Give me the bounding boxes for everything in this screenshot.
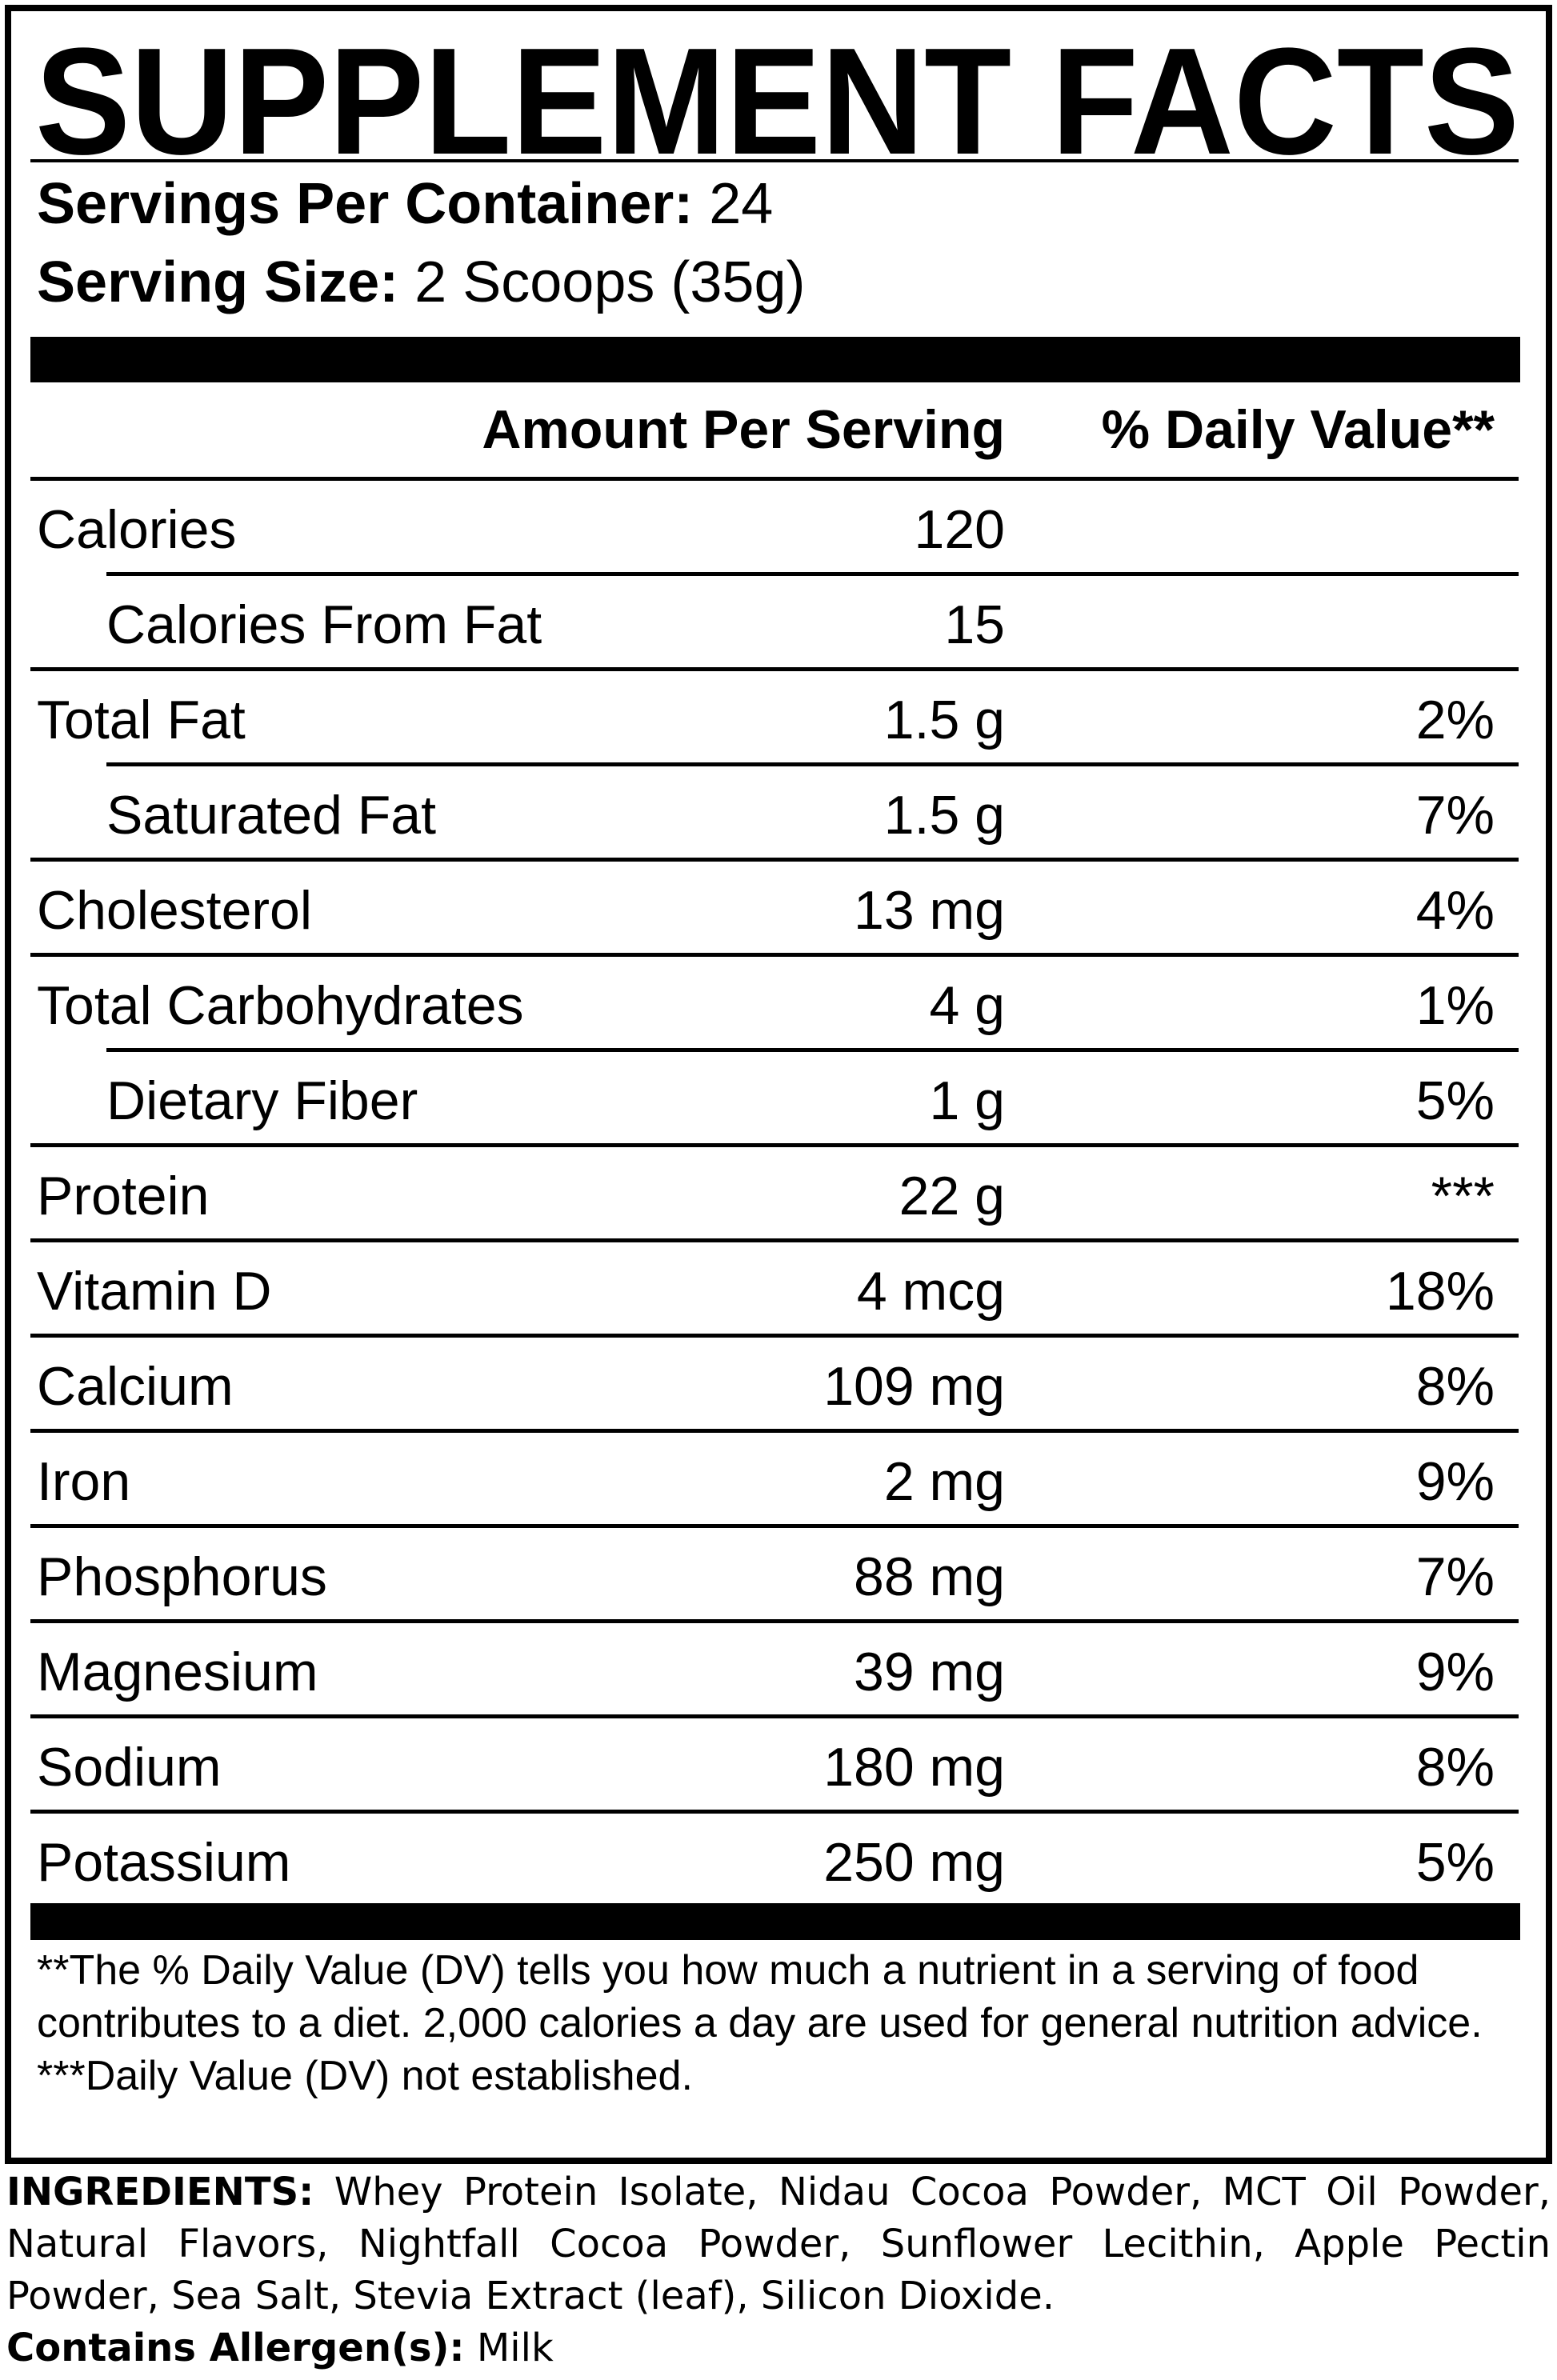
nutrient-row: Calcium 109 mg 8% — [30, 1338, 1519, 1433]
nutrient-amount: 1 g — [929, 1070, 1005, 1131]
rule — [30, 159, 1519, 162]
ingredients-block: INGREDIENTS: Whey Protein Isolate, Nidau… — [6, 2166, 1551, 2374]
ingredients-text: Whey Protein Isolate, Nidau Cocoa Powder… — [6, 2170, 1551, 2318]
nutrient-amount: 13 mg — [854, 880, 1005, 941]
serving-size-label: Serving Size: — [37, 250, 399, 314]
nutrient-row: Total Carbohydrates 4 g 1% — [30, 957, 1519, 1052]
nutrient-amount: 22 g — [899, 1166, 1005, 1226]
sub-nutrient-row: Calories From Fat 15 — [30, 576, 1519, 671]
nutrient-row: Calories 120 — [30, 481, 1519, 576]
nutrient-name: Saturated Fat — [106, 785, 437, 846]
servings-per-container: Servings Per Container: 24 — [37, 168, 773, 240]
nutrient-table: Calories 120 Calories From Fat 15 Total Fat 1… — [30, 477, 1519, 1909]
thick-bar — [30, 337, 1520, 382]
nutrient-dv: 18% — [1385, 1261, 1495, 1322]
nutrient-row: Protein 22 g *** — [30, 1147, 1519, 1242]
nutrient-amount: 4 mcg — [856, 1261, 1005, 1322]
nutrient-dv: 7% — [1415, 785, 1495, 846]
title: SUPPLEMENT FACTS — [35, 26, 1519, 170]
ingredients-label: INGREDIENTS: — [6, 2170, 314, 2214]
footnote: **The % Daily Value (DV) tells you how m… — [37, 1947, 1483, 2046]
nutrient-name: Cholesterol — [37, 880, 312, 941]
table-header: Amount Per Serving % Daily Value** — [30, 390, 1519, 470]
nutrient-dv: 2% — [1415, 690, 1495, 750]
nutrient-name: Total Fat — [37, 690, 246, 750]
sub-nutrient-row: Dietary Fiber 1 g 5% — [30, 1052, 1519, 1147]
nutrient-name: Dietary Fiber — [106, 1070, 418, 1131]
serving-size-value: 2 Scoops (35g) — [414, 250, 806, 314]
nutrient-amount: 4 g — [929, 975, 1005, 1036]
footnote: ***Daily Value (DV) not established. — [37, 2053, 693, 2099]
nutrient-name: Sodium — [37, 1737, 222, 1798]
nutrient-dv: 9% — [1415, 1451, 1495, 1512]
nutrient-name: Protein — [37, 1166, 210, 1226]
nutrient-row: Sodium 180 mg 8% — [30, 1718, 1519, 1814]
nutrient-row: Iron 2 mg 9% — [30, 1433, 1519, 1528]
nutrient-name: Iron — [37, 1451, 131, 1512]
nutrient-name: Calories From Fat — [106, 594, 542, 655]
nutrient-name: Potassium — [37, 1832, 291, 1893]
servings-label: Servings Per Container: — [37, 172, 694, 236]
servings-value: 24 — [709, 172, 774, 236]
nutrient-amount: 109 mg — [823, 1356, 1005, 1417]
nutrient-amount: 2 mg — [883, 1451, 1005, 1512]
thick-bar — [30, 1903, 1520, 1940]
nutrient-dv: 7% — [1415, 1546, 1495, 1607]
nutrient-dv: *** — [1431, 1166, 1495, 1226]
nutrient-name: Phosphorus — [37, 1546, 327, 1607]
nutrient-name: Calcium — [37, 1356, 234, 1417]
nutrient-amount: 180 mg — [823, 1737, 1005, 1798]
footnotes: **The % Daily Value (DV) tells you how m… — [37, 1944, 1509, 2102]
nutrient-dv: 8% — [1415, 1356, 1495, 1417]
nutrient-amount: 88 mg — [854, 1546, 1005, 1607]
nutrient-row: Cholesterol 13 mg 4% — [30, 862, 1519, 957]
amount-header: Amount Per Serving — [482, 399, 1005, 460]
nutrient-dv: 5% — [1415, 1070, 1495, 1131]
serving-size: Serving Size: 2 Scoops (35g) — [37, 246, 805, 318]
allergen-label: Contains Allergen(s): — [6, 2326, 465, 2370]
nutrient-amount: 120 — [914, 499, 1005, 560]
nutrient-row: Magnesium 39 mg 9% — [30, 1623, 1519, 1718]
nutrient-name: Total Carbohydrates — [37, 975, 524, 1036]
nutrient-row: Phosphorus 88 mg 7% — [30, 1528, 1519, 1623]
nutrient-name: Vitamin D — [37, 1261, 272, 1322]
nutrient-dv: 1% — [1415, 975, 1495, 1036]
nutrient-amount: 250 mg — [823, 1832, 1005, 1893]
nutrient-dv: 5% — [1415, 1832, 1495, 1893]
nutrient-amount: 1.5 g — [883, 785, 1005, 846]
nutrient-name: Calories — [37, 499, 237, 560]
nutrient-dv: 4% — [1415, 880, 1495, 941]
nutrient-amount: 39 mg — [854, 1642, 1005, 1702]
nutrient-name: Magnesium — [37, 1642, 318, 1702]
allergen-text: Milk — [476, 2326, 554, 2370]
nutrient-row: Vitamin D 4 mcg 18% — [30, 1242, 1519, 1338]
nutrient-dv: 8% — [1415, 1737, 1495, 1798]
title-svg: SUPPLEMENT FACTS — [35, 26, 1519, 170]
sub-nutrient-row: Saturated Fat 1.5 g 7% — [30, 766, 1519, 862]
nutrient-row: Total Fat 1.5 g 2% — [30, 671, 1519, 766]
dv-header: % Daily Value** — [1101, 399, 1495, 460]
nutrient-dv: 9% — [1415, 1642, 1495, 1702]
nutrient-row: Potassium 250 mg 5% — [30, 1814, 1519, 1909]
nutrient-amount: 15 — [944, 594, 1005, 655]
label-box: SUPPLEMENT FACTS — [5, 5, 1552, 2164]
nutrient-amount: 1.5 g — [883, 690, 1005, 750]
